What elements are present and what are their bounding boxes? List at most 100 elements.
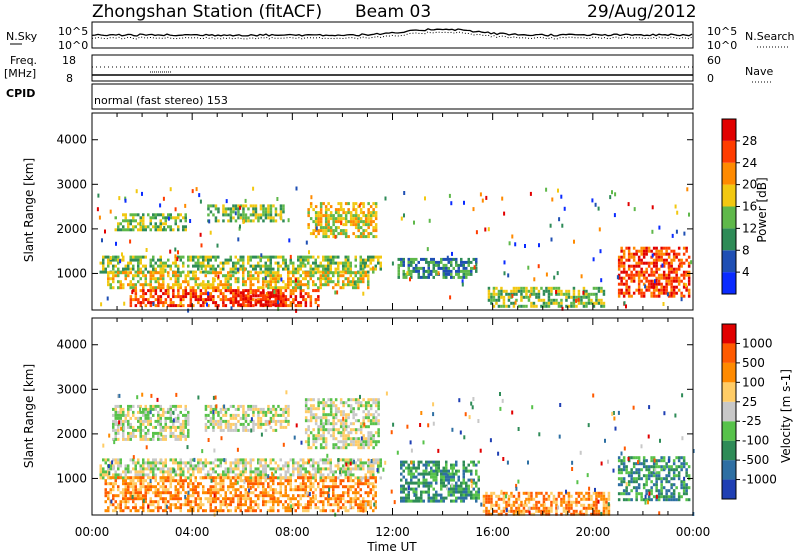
echo-cell	[317, 467, 320, 471]
echo-cell	[292, 461, 295, 465]
echo-cell	[307, 226, 310, 230]
echo-cell	[597, 206, 600, 211]
echo-cell	[309, 446, 313, 450]
echo-cell	[440, 257, 443, 261]
echo-cell	[327, 422, 330, 426]
echo-cell	[142, 274, 145, 278]
echo-cell	[149, 304, 153, 308]
echo-cell	[142, 410, 145, 414]
echo-cell	[367, 425, 370, 429]
echo-cell	[462, 260, 465, 264]
echo-cell	[455, 463, 458, 467]
echo-cell	[259, 482, 262, 486]
echo-cell	[342, 503, 345, 507]
echo-cell	[112, 267, 115, 271]
echo-cell	[184, 479, 187, 483]
echo-cell	[522, 304, 526, 308]
echo-cell	[314, 413, 318, 417]
echo-cell	[402, 487, 405, 491]
echo-cell	[122, 410, 125, 414]
echo-cell	[227, 289, 230, 293]
echo-cell	[207, 470, 210, 474]
echo-cell	[124, 228, 127, 232]
echo-cell	[132, 461, 135, 465]
echo-cell	[427, 496, 430, 500]
echo-cell	[144, 298, 148, 302]
echo-cell	[152, 509, 155, 513]
echo-cell	[687, 255, 691, 259]
echo-cell	[147, 225, 150, 229]
echo-cell	[530, 286, 533, 290]
echo-cell	[154, 216, 157, 220]
echo-cell	[344, 500, 347, 504]
echo-cell	[524, 244, 526, 248]
echo-cell	[132, 216, 135, 220]
echo-cell	[267, 264, 270, 268]
echo-cell	[658, 225, 661, 230]
echo-cell	[252, 506, 255, 510]
echo-cell	[169, 473, 172, 477]
echo-cell	[284, 304, 288, 308]
echo-cell	[267, 274, 270, 278]
echo-cell	[177, 228, 180, 232]
echo-cell	[317, 232, 320, 236]
echo-cell	[337, 261, 340, 265]
echo-cell	[487, 286, 491, 290]
echo-cell	[510, 491, 513, 495]
echo-cell	[237, 267, 240, 272]
echo-cell	[332, 431, 335, 435]
echo-cell	[307, 425, 310, 429]
echo-cell	[114, 228, 117, 232]
echo-cell	[349, 458, 352, 462]
echo-cell	[117, 286, 120, 290]
echo-cell	[162, 500, 165, 504]
echo-cell	[162, 413, 165, 417]
echo-cell	[520, 503, 523, 507]
echo-cell	[637, 288, 641, 292]
echo-cell	[465, 496, 468, 500]
echo-cell	[329, 476, 332, 480]
echo-cell	[304, 301, 308, 305]
echo-cell	[289, 488, 292, 492]
echo-cell	[252, 274, 255, 278]
echo-cell	[339, 205, 343, 209]
echo-cell	[187, 467, 190, 471]
echo-cell	[134, 416, 137, 420]
echo-cell	[144, 467, 147, 471]
echo-cell	[633, 207, 636, 212]
echo-cell	[299, 497, 302, 501]
echo-cell	[597, 298, 601, 302]
echo-cell	[324, 422, 328, 426]
echo-cell	[197, 267, 200, 271]
echo-cell	[204, 464, 207, 468]
echo-cell	[287, 497, 290, 501]
echo-cell	[400, 216, 403, 221]
echo-cell	[432, 463, 435, 467]
echo-cell	[137, 298, 140, 302]
echo-cell	[339, 473, 342, 477]
echo-cell	[177, 434, 180, 438]
echo-cell	[117, 467, 120, 471]
echo-cell	[107, 491, 110, 495]
echo-cell	[269, 207, 273, 211]
echo-cell	[279, 207, 283, 211]
echo-cell	[207, 419, 210, 423]
echo-cell	[157, 416, 160, 420]
echo-cell	[276, 197, 279, 201]
echo-cell	[202, 280, 205, 284]
echo-cell	[367, 470, 370, 474]
echo-cell	[349, 410, 353, 414]
echo-cell	[167, 488, 170, 492]
echo-cell	[337, 202, 340, 206]
noise-tick-top-left: 10^5	[58, 25, 88, 38]
echo-cell	[192, 304, 195, 308]
echo-cell	[244, 467, 247, 471]
echo-cell	[129, 301, 133, 305]
echo-cell	[214, 274, 217, 278]
echo-cell	[169, 301, 173, 305]
echo-cell	[157, 301, 160, 305]
echo-cell	[344, 229, 348, 233]
echo-cell	[284, 258, 287, 262]
date-title: 29/Aug/2012	[587, 2, 697, 22]
echo-cell	[284, 407, 288, 411]
